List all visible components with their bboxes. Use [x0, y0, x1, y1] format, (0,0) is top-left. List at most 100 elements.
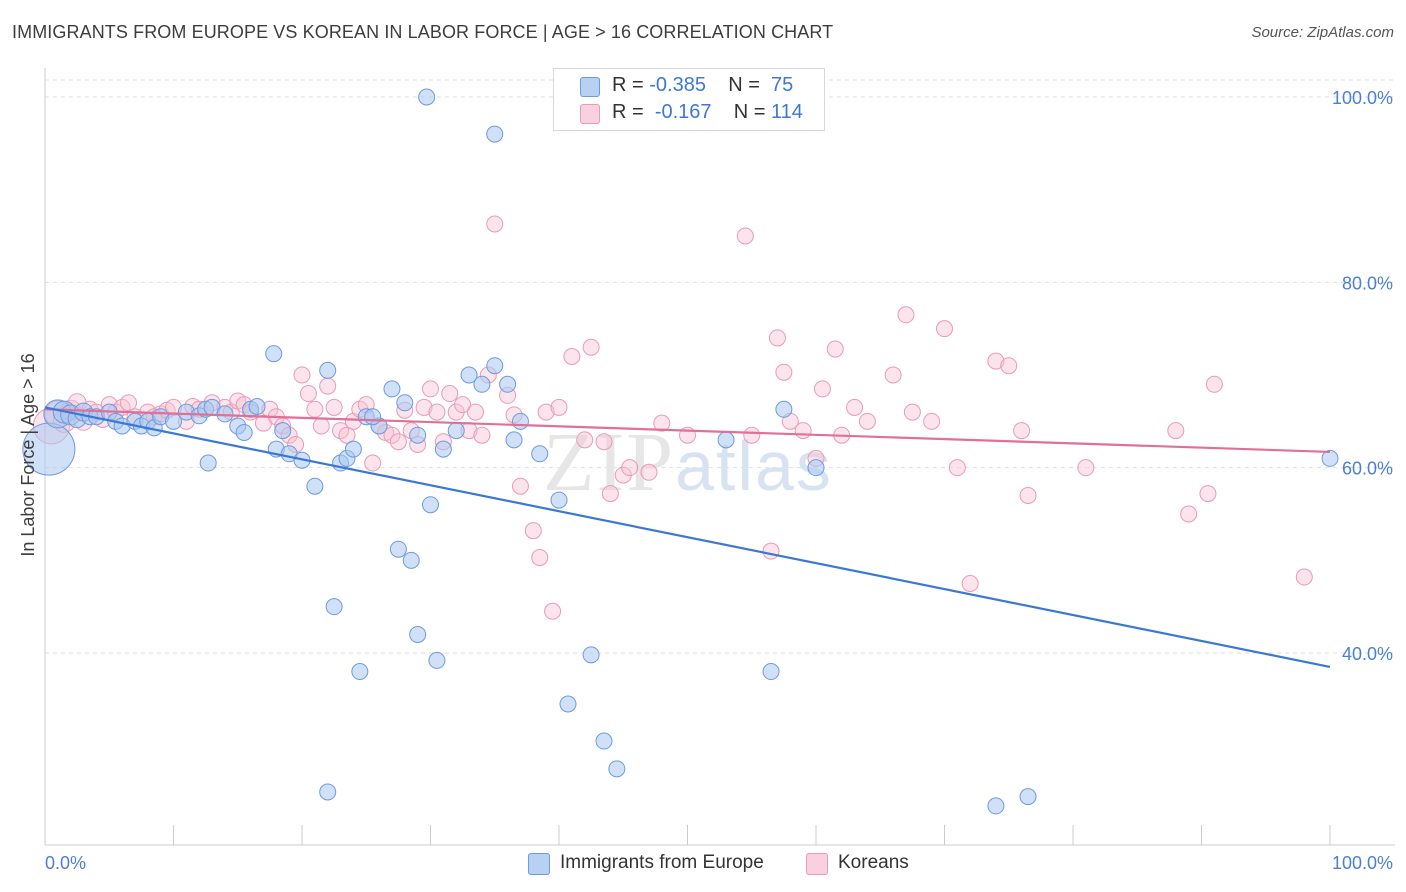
trend-lines	[44, 406, 1331, 668]
data-point	[312, 417, 330, 435]
y-tick-labels: 40.0% 60.0% 80.0% 100.0%	[1332, 88, 1393, 664]
data-point	[306, 477, 324, 495]
data-point	[325, 598, 343, 616]
data-point	[936, 320, 953, 338]
data-point	[762, 542, 780, 560]
watermark-atlas: atlas	[675, 427, 833, 505]
data-point	[826, 340, 844, 358]
legend-n-label: N =	[728, 74, 766, 96]
y-tick-label: 100.0%	[1332, 88, 1393, 108]
data-point	[505, 431, 523, 449]
data-point	[216, 405, 234, 423]
data-point	[344, 440, 362, 458]
data-point	[537, 403, 555, 421]
source-note: Source: ZipAtlas.com	[1251, 24, 1394, 41]
data-point	[434, 440, 452, 458]
data-point	[319, 361, 337, 379]
data-point	[884, 366, 902, 384]
data-point	[1000, 357, 1018, 375]
data-point	[903, 403, 921, 421]
y-tick-label: 40.0%	[1342, 644, 1393, 664]
data-point	[582, 338, 600, 356]
data-point	[813, 380, 831, 398]
data-point	[383, 426, 401, 444]
data-point	[299, 385, 317, 403]
data-point	[1199, 485, 1217, 503]
data-point	[473, 375, 491, 393]
data-point	[987, 797, 1005, 815]
data-point	[550, 491, 568, 509]
data-point	[418, 88, 436, 106]
data-point	[768, 329, 786, 347]
legend-swatch-blue	[580, 77, 600, 97]
data-point	[1205, 375, 1223, 393]
data-point	[447, 422, 465, 440]
x-tick-labels: 0.0% 100.0%	[45, 853, 1393, 873]
data-point	[473, 426, 491, 444]
data-point	[1019, 788, 1037, 806]
axes	[44, 68, 1395, 846]
legend-n-value: 114	[771, 101, 803, 123]
data-point	[396, 394, 414, 412]
data-point	[319, 783, 337, 801]
data-point	[325, 398, 343, 416]
chart-title: IMMIGRANTS FROM EUROPE VS KOREAN IN LABO…	[12, 22, 834, 42]
data-point	[846, 398, 864, 416]
data-point	[351, 663, 369, 681]
data-point	[563, 347, 581, 365]
data-point	[402, 551, 420, 569]
data-point	[466, 403, 484, 421]
data-point	[987, 352, 1005, 370]
legend-r-value: -0.167	[654, 101, 712, 123]
data-point	[235, 423, 253, 441]
y-tick-label: 80.0%	[1342, 273, 1393, 293]
x-tick-label: 100.0%	[1332, 853, 1393, 873]
legend-swatch-pink	[580, 104, 600, 124]
data-point	[1077, 459, 1095, 477]
data-point	[601, 485, 619, 503]
data-point	[582, 646, 600, 664]
data-point	[743, 426, 761, 444]
data-point	[389, 540, 407, 558]
data-point	[383, 380, 401, 398]
legend-r-label: R =	[612, 101, 650, 123]
data-point	[486, 357, 504, 375]
trend-line-europe	[44, 406, 1331, 668]
data-point	[338, 426, 356, 444]
x-tick-label: 0.0%	[45, 853, 86, 873]
data-point	[422, 380, 439, 398]
data-point	[897, 306, 915, 324]
data-point	[595, 433, 613, 451]
data-point	[948, 459, 966, 477]
data-point	[1295, 568, 1313, 586]
data-point	[293, 366, 311, 384]
data-point	[274, 422, 292, 440]
data-point	[428, 651, 446, 669]
data-point	[415, 398, 433, 416]
data-point	[1019, 486, 1037, 504]
data-point	[319, 377, 337, 395]
data-point	[428, 403, 446, 421]
data-point	[1321, 449, 1339, 467]
bottom-legend-label: Immigrants from Europe	[560, 852, 764, 873]
data-point	[499, 375, 517, 393]
legend-n-label: N =	[733, 101, 772, 123]
data-point	[544, 602, 562, 620]
data-point	[364, 408, 382, 426]
correlation-legend: R = -0.385 N = 75 R = -0.167 N = 114	[553, 68, 825, 131]
grid-lines	[45, 79, 1395, 654]
legend-r-value: -0.385	[649, 74, 706, 96]
data-point	[794, 422, 812, 440]
watermark-zip: ZIP	[543, 416, 675, 509]
data-point	[576, 431, 594, 449]
data-point	[422, 496, 439, 514]
data-point	[961, 575, 979, 592]
data-point	[486, 215, 504, 233]
trend-line-koreans	[44, 408, 1331, 454]
data-point	[1013, 422, 1031, 440]
bottom-legend-swatch-pink	[806, 853, 828, 875]
data-point	[199, 454, 217, 472]
data-point	[595, 732, 613, 750]
data-point	[531, 549, 549, 567]
